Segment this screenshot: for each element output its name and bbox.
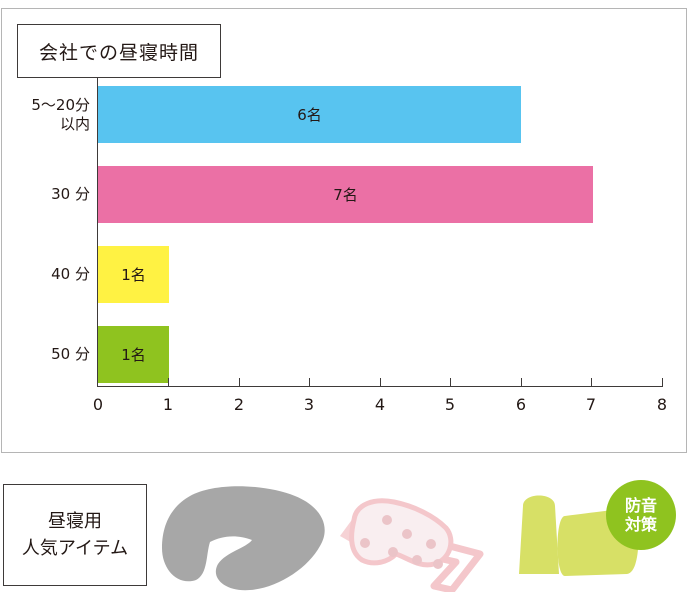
- items-title-line2: 人気アイテム: [21, 538, 129, 559]
- category-label-30min: 30 分: [51, 185, 90, 203]
- bar-30min: 7名: [98, 166, 593, 223]
- bar-50min: 1名: [98, 326, 169, 383]
- items-section-title: 昼寝用 人気アイテム: [3, 484, 147, 586]
- x-tick-label: 6: [515, 395, 527, 414]
- bar-value-label: 7名: [333, 186, 358, 204]
- x-tick: [662, 378, 663, 387]
- bar-value-label: 1名: [121, 346, 146, 364]
- x-tick-label: 8: [656, 395, 668, 414]
- x-tick-label: 0: [92, 395, 104, 414]
- x-tick: [309, 378, 310, 387]
- x-tick: [450, 378, 451, 387]
- category-label-line1: 5〜20分: [31, 96, 90, 114]
- category-label-line2: 以内: [59, 115, 90, 133]
- bar-40min: 1名: [98, 246, 169, 303]
- category-label-40min: 40 分: [51, 265, 90, 283]
- items-title-line1: 昼寝用: [48, 511, 102, 532]
- y-axis-line: [97, 78, 98, 387]
- bar-value-label: 6名: [297, 106, 322, 124]
- x-tick-label: 7: [585, 395, 597, 414]
- x-tick-label: 5: [444, 395, 456, 414]
- bar-value-label: 1名: [121, 266, 146, 284]
- badge-line1: 防音: [624, 496, 657, 515]
- x-tick-label: 2: [233, 395, 245, 414]
- x-tick: [168, 378, 169, 387]
- soundproof-badge: 防音 対策: [606, 480, 676, 550]
- eye-mask-icon: [340, 498, 484, 592]
- x-tick: [521, 378, 522, 387]
- x-tick-label: 3: [303, 395, 315, 414]
- x-tick: [239, 378, 240, 387]
- chart-title: 会社での昼寝時間: [17, 24, 221, 78]
- bar-5-20min: 6名: [98, 86, 521, 143]
- category-label-50min: 50 分: [51, 345, 90, 363]
- x-tick: [380, 378, 381, 387]
- neck-pillow-icon: [162, 486, 325, 591]
- x-tick-label: 1: [162, 395, 174, 414]
- x-tick: [591, 378, 592, 387]
- x-tick-label: 4: [374, 395, 386, 414]
- category-label-5-20min: 5〜20分 以内: [31, 96, 90, 134]
- badge-line2: 対策: [624, 515, 657, 534]
